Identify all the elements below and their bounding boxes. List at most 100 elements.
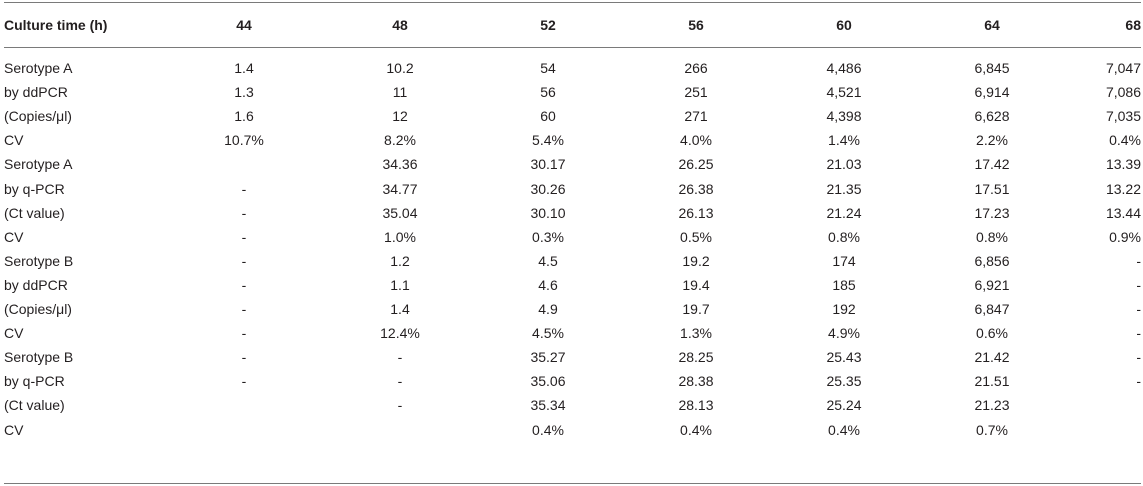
table-row: Serotype B - 1.2 4.5 19.2 174 6,856 - — [4, 249, 1141, 273]
table-row: by ddPCR - 1.1 4.6 19.4 185 6,921 - — [4, 273, 1141, 297]
table-cell: - — [241, 252, 247, 269]
row-label: Serotype A — [4, 60, 73, 76]
table-top-rule — [4, 2, 1141, 3]
table-cell: 10.7% — [224, 132, 264, 149]
table-row: by q-PCR - - 35.06 28.38 25.35 21.51 - — [4, 369, 1141, 393]
header-68: 68 — [1125, 17, 1141, 33]
table-cell: 1.3 — [234, 84, 254, 101]
table-cell: 6,856 — [974, 252, 1010, 269]
table-cell: 0.9% — [1109, 228, 1141, 245]
table-cell: 26.25 — [678, 156, 714, 173]
table-cell: - — [241, 325, 247, 342]
table-cell: 30.17 — [530, 156, 566, 173]
table-cell: - — [397, 349, 403, 366]
table-row: by ddPCR 1.3 11 56 251 4,521 6,914 7,086 — [4, 80, 1141, 104]
table-cell: 11 — [392, 84, 408, 101]
table-row: (Copies/μl) - 1.4 4.9 19.7 192 6,847 - — [4, 297, 1141, 321]
table-cell: 6,845 — [974, 60, 1010, 76]
table-cell: 1.1 — [390, 276, 410, 293]
table-row: Serotype B - - 35.27 28.25 25.43 21.42 - — [4, 345, 1141, 369]
table-cell: 1.3% — [680, 325, 712, 342]
table-cell: 21.23 — [974, 397, 1010, 414]
table-cell: 0.6% — [976, 325, 1008, 342]
row-label: Serotype B — [4, 252, 74, 269]
table-cell: 17.23 — [974, 204, 1010, 221]
table-cell: - — [1136, 373, 1141, 390]
table-cell: 21.35 — [826, 180, 862, 197]
row-label: Serotype B — [4, 349, 74, 366]
table-row: CV - 1.0% 0.3% 0.5% 0.8% 0.8% 0.9% — [4, 225, 1141, 249]
table-cell: 4.6 — [538, 276, 558, 293]
table-cell — [330, 418, 470, 442]
table-cell: 25.35 — [826, 373, 862, 390]
table-cell: - — [397, 373, 403, 390]
table-cell: 26.38 — [678, 180, 714, 197]
row-label: CV — [4, 132, 24, 149]
header-44: 44 — [236, 17, 252, 33]
header-56: 56 — [688, 17, 704, 33]
table-cell: 192 — [832, 301, 856, 317]
table-cell: 7,035 — [1105, 108, 1141, 125]
table-row: CV 0.4% 0.4% 0.4% 0.7% — [4, 418, 1141, 442]
table-cell: 13.22 — [1105, 180, 1141, 197]
table-row: (Ct value) - 35.04 30.10 26.13 21.24 17.23 13.4… — [4, 201, 1141, 225]
table-cell: - — [241, 180, 247, 197]
table-cell: 1.0% — [384, 228, 416, 245]
table-cell: 6,921 — [974, 276, 1010, 293]
table-row: (Ct value) - 35.34 28.13 25.24 21.23 — [4, 393, 1141, 417]
table-cell: 19.2 — [682, 252, 710, 269]
table-cell: 5.4% — [532, 132, 564, 149]
table-cell: - — [241, 373, 247, 390]
table-cell: 4.5 — [538, 252, 558, 269]
row-label: by q-PCR — [4, 373, 65, 390]
table-cell: 251 — [684, 84, 708, 101]
table-cell: 1.4% — [828, 132, 860, 149]
table-cell: 25.43 — [826, 349, 862, 366]
table-cell: 4,398 — [826, 108, 862, 125]
table-cell: 30.26 — [530, 180, 566, 197]
table-cell: 0.7% — [976, 421, 1008, 438]
table-cell: 35.27 — [530, 349, 566, 366]
row-label: by ddPCR — [4, 84, 68, 101]
table-cell: 28.25 — [678, 349, 714, 366]
table-cell: 1.4 — [234, 60, 254, 76]
table-cell: 13.44 — [1105, 204, 1141, 221]
table-cell: 6,628 — [974, 108, 1010, 125]
table-row: Serotype A 1.4 10.2 54 266 4,486 6,845 7,047 — [4, 56, 1141, 80]
table-cell: 0.3% — [532, 228, 564, 245]
table-cell: 0.8% — [976, 228, 1008, 245]
table-row: by q-PCR - 34.77 30.26 26.38 21.35 17.51 13.22 — [4, 177, 1141, 201]
row-label: Serotype A — [4, 156, 73, 173]
table-cell: 60 — [540, 108, 556, 125]
header-52: 52 — [540, 17, 556, 33]
table-cell: 34.77 — [382, 180, 418, 197]
table-cell: 185 — [832, 276, 856, 293]
table-cell: 4.9% — [828, 325, 860, 342]
table-cell — [1001, 393, 1141, 417]
table-row: CV 10.7% 8.2% 5.4% 4.0% 1.4% 2.2% 0.4% — [4, 128, 1141, 152]
table-cell: 21.42 — [974, 349, 1010, 366]
table-cell: 0.4% — [532, 421, 564, 438]
table-cell — [1001, 418, 1141, 442]
table-cell: 271 — [684, 108, 708, 125]
table-cell: 54 — [540, 60, 556, 76]
row-label: CV — [4, 325, 24, 342]
table-cell: 30.10 — [530, 204, 566, 221]
table-cell: - — [1136, 252, 1141, 269]
table-cell: 0.4% — [680, 421, 712, 438]
table-cell: 174 — [832, 252, 856, 269]
table-row: (Copies/μl) 1.6 12 60 271 4,398 6,628 7,035 — [4, 104, 1141, 128]
table-row: Serotype A 34.36 30.17 26.25 21.03 17.42 13.39 — [4, 152, 1141, 176]
table-cell: 6,914 — [974, 84, 1010, 101]
table-cell: 7,086 — [1105, 84, 1141, 101]
row-label: (Ct value) — [4, 397, 65, 414]
table-cell: 266 — [684, 60, 708, 76]
table-cell: - — [1136, 276, 1141, 293]
table-cell — [174, 418, 314, 442]
table-cell: 25.24 — [826, 397, 862, 414]
table-row: CV - 12.4% 4.5% 1.3% 4.9% 0.6% - — [4, 321, 1141, 345]
table-cell — [174, 393, 314, 417]
row-label: by ddPCR — [4, 276, 68, 293]
table-cell: 19.4 — [682, 276, 710, 293]
